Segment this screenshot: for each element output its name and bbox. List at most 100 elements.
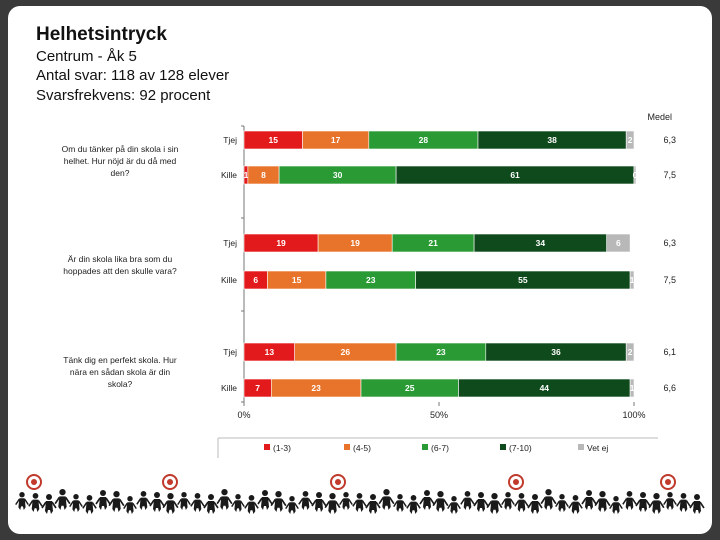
person-silhouette [190, 492, 205, 513]
person-silhouette [446, 495, 462, 515]
group-label-kille: Kille [221, 275, 237, 285]
data-label: 6 [616, 238, 621, 248]
person-silhouette [419, 489, 435, 511]
person-silhouette [608, 495, 624, 515]
person-silhouette [203, 493, 219, 515]
target-icon [508, 474, 524, 490]
person-silhouette [594, 490, 611, 513]
person-silhouette [324, 492, 341, 515]
legend-swatch [578, 444, 584, 450]
legend-swatch [500, 444, 506, 450]
person-silhouette [82, 494, 97, 515]
person-silhouette [635, 491, 651, 513]
bar-segment [629, 378, 635, 398]
mean-value: 6,3 [663, 135, 676, 145]
mean-value: 6,3 [663, 238, 676, 248]
x-tick-label: 100% [622, 410, 645, 420]
data-label: 6 [253, 275, 258, 285]
bar-segment [606, 233, 631, 253]
data-label: 2 [628, 135, 633, 145]
person-silhouette [365, 493, 381, 515]
data-label: 19 [276, 238, 286, 248]
question-label: hoppades att den skulle vara? [63, 266, 177, 276]
data-label: 25 [405, 383, 415, 393]
person-silhouette [244, 494, 259, 515]
question-label: Är din skola lika bra som du [68, 254, 173, 264]
person-silhouette [554, 493, 570, 513]
data-label: 23 [436, 347, 446, 357]
data-label: 55 [518, 275, 528, 285]
mean-value: 7,5 [663, 170, 676, 180]
person-silhouette [514, 492, 529, 513]
person-silhouette [378, 488, 395, 511]
mean-value: 7,5 [663, 275, 676, 285]
person-silhouette [622, 490, 637, 511]
person-silhouette [41, 493, 57, 515]
group-label-kille: Kille [221, 383, 237, 393]
x-tick-label: 0% [237, 410, 250, 420]
person-silhouette [676, 492, 691, 513]
person-silhouette [270, 490, 287, 513]
data-label: 1 [630, 275, 635, 285]
x-tick-label: 50% [430, 410, 448, 420]
mean-value: 6,1 [663, 347, 676, 357]
person-silhouette [68, 493, 84, 513]
person-silhouette [581, 489, 597, 511]
data-label: 13 [265, 347, 275, 357]
question-label: skola? [108, 379, 133, 389]
person-silhouette [662, 491, 678, 511]
group-label-tjej: Tjej [223, 347, 237, 357]
data-label: 28 [419, 135, 429, 145]
person-silhouette [284, 495, 300, 515]
question-label: den? [111, 168, 130, 178]
person-silhouette [257, 489, 273, 511]
person-silhouette [648, 492, 665, 515]
person-silhouette [486, 492, 503, 515]
data-label: 61 [510, 170, 520, 180]
bar-segment [625, 342, 635, 362]
group-label-kille: Kille [221, 170, 237, 180]
person-silhouette [122, 495, 138, 515]
target-icon [162, 474, 178, 490]
legend-label: (4-5) [353, 443, 371, 453]
person-silhouette [311, 491, 327, 513]
data-label: 21 [428, 238, 438, 248]
mean-value: 6,6 [663, 383, 676, 393]
data-label: 26 [341, 347, 351, 357]
person-silhouette [352, 492, 367, 513]
person-silhouette [392, 493, 408, 513]
data-label: 36 [551, 347, 561, 357]
legend-label: (7-10) [509, 443, 532, 453]
data-label: 17 [331, 135, 341, 145]
data-label: 38 [547, 135, 557, 145]
data-label: 7 [255, 383, 260, 393]
data-label: 23 [366, 275, 376, 285]
subtitle-school: Centrum - Åk 5 [36, 48, 137, 65]
legend-label: Vet ej [587, 443, 608, 453]
data-label: 2 [628, 347, 633, 357]
data-label: 23 [311, 383, 321, 393]
person-silhouette [500, 491, 516, 511]
data-label: 15 [292, 275, 302, 285]
person-silhouette [540, 488, 557, 511]
person-silhouette [149, 491, 165, 513]
data-label: 34 [536, 238, 546, 248]
person-silhouette [527, 493, 543, 515]
mean-column-header: Medel [647, 112, 672, 122]
group-label-tjej: Tjej [223, 135, 237, 145]
person-silhouette [338, 491, 354, 511]
question-label: Tänk dig en perfekt skola. Hur [63, 355, 177, 365]
question-label: nära en sådan skola är din [70, 367, 170, 377]
person-silhouette [14, 491, 30, 511]
person-silhouette [28, 492, 43, 513]
crowd-silhouettes [14, 488, 705, 515]
group-label-tjej: Tjej [223, 238, 237, 248]
slide: Helhetsintryck Centrum - Åk 5 Antal svar… [8, 6, 712, 534]
stacked-bar-chart: 0% 50% 100% Medel Om du tänker på din skola … [62, 112, 676, 458]
data-label: 19 [350, 238, 360, 248]
person-silhouette [473, 491, 489, 513]
target-icon [26, 474, 42, 490]
person-silhouette [689, 493, 705, 515]
person-silhouette [230, 493, 246, 513]
person-silhouette [460, 490, 475, 511]
